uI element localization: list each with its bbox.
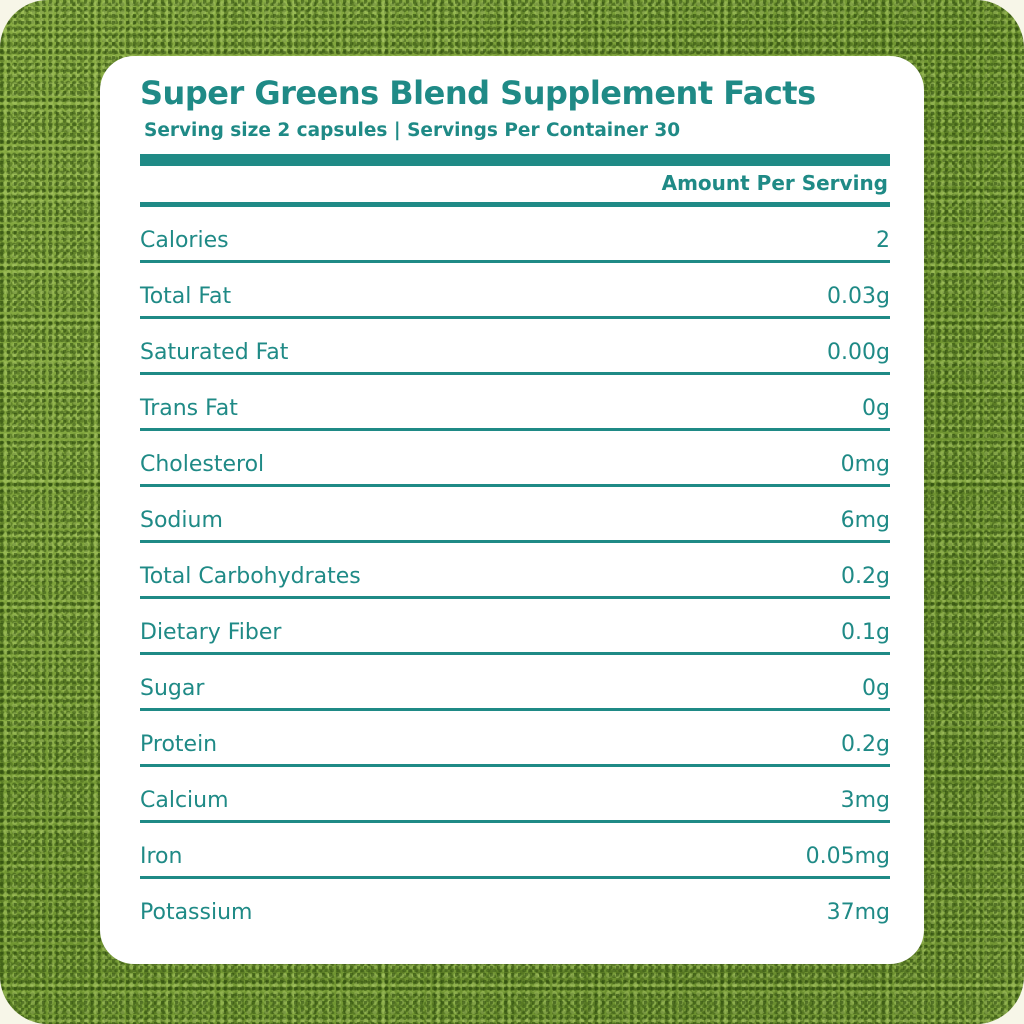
table-row: Total Carbohydrates 0.2g bbox=[140, 543, 890, 599]
nutrient-name: Sodium bbox=[140, 508, 223, 533]
table-row: Sugar 0g bbox=[140, 655, 890, 711]
nutrient-name: Calcium bbox=[140, 788, 229, 813]
amount-per-serving-header: Amount Per Serving bbox=[661, 171, 888, 195]
table-row: Calcium 3mg bbox=[140, 767, 890, 823]
nutrient-name: Sugar bbox=[140, 676, 205, 701]
table-row: Cholesterol 0mg bbox=[140, 431, 890, 487]
table-row: Protein 0.2g bbox=[140, 711, 890, 767]
nutrient-amount: 2 bbox=[876, 228, 890, 253]
table-row: Saturated Fat 0.00g bbox=[140, 319, 890, 375]
serving-info: Serving size 2 capsules | Servings Per C… bbox=[144, 120, 681, 141]
label-title: Super Greens Blend Supplement Facts bbox=[140, 74, 816, 112]
table-row: Iron 0.05mg bbox=[140, 823, 890, 879]
nutrient-amount: 0.05mg bbox=[805, 844, 890, 869]
nutrient-amount: 0g bbox=[862, 396, 890, 421]
nutrient-amount: 0.03g bbox=[827, 284, 890, 309]
table-row: Total Fat 0.03g bbox=[140, 263, 890, 319]
table-row: Dietary Fiber 0.1g bbox=[140, 599, 890, 655]
nutrient-amount: 0mg bbox=[840, 452, 890, 477]
table-row: Trans Fat 0g bbox=[140, 375, 890, 431]
nutrient-name: Total Fat bbox=[140, 284, 232, 309]
nutrient-name: Iron bbox=[140, 844, 183, 869]
table-row: Potassium 37mg bbox=[140, 879, 890, 932]
nutrient-amount: 0.2g bbox=[841, 732, 890, 757]
nutrient-name: Calories bbox=[140, 228, 229, 253]
nutrient-amount: 3mg bbox=[840, 788, 890, 813]
nutrient-name: Cholesterol bbox=[140, 452, 265, 477]
nutrient-amount: 6mg bbox=[840, 508, 890, 533]
header-divider bbox=[140, 202, 890, 207]
nutrient-name: Saturated Fat bbox=[140, 340, 289, 365]
nutrient-amount: 0.2g bbox=[841, 564, 890, 589]
nutrient-name: Total Carbohydrates bbox=[140, 564, 361, 589]
nutrient-amount: 0.1g bbox=[841, 620, 890, 645]
nutrient-amount: 37mg bbox=[826, 900, 890, 925]
nutrient-amount: 0g bbox=[862, 676, 890, 701]
nutrient-name: Dietary Fiber bbox=[140, 620, 282, 645]
nutrient-name: Potassium bbox=[140, 900, 253, 925]
table-row: Sodium 6mg bbox=[140, 487, 890, 543]
nutrient-table: Calories 2 Total Fat 0.03g Saturated Fat… bbox=[140, 207, 890, 932]
nutrient-amount: 0.00g bbox=[827, 340, 890, 365]
nutrient-name: Trans Fat bbox=[140, 396, 238, 421]
supplement-facts-card: Super Greens Blend Supplement Facts Serv… bbox=[100, 56, 924, 964]
nutrient-name: Protein bbox=[140, 732, 218, 757]
thick-divider bbox=[140, 154, 890, 166]
table-row: Calories 2 bbox=[140, 207, 890, 263]
